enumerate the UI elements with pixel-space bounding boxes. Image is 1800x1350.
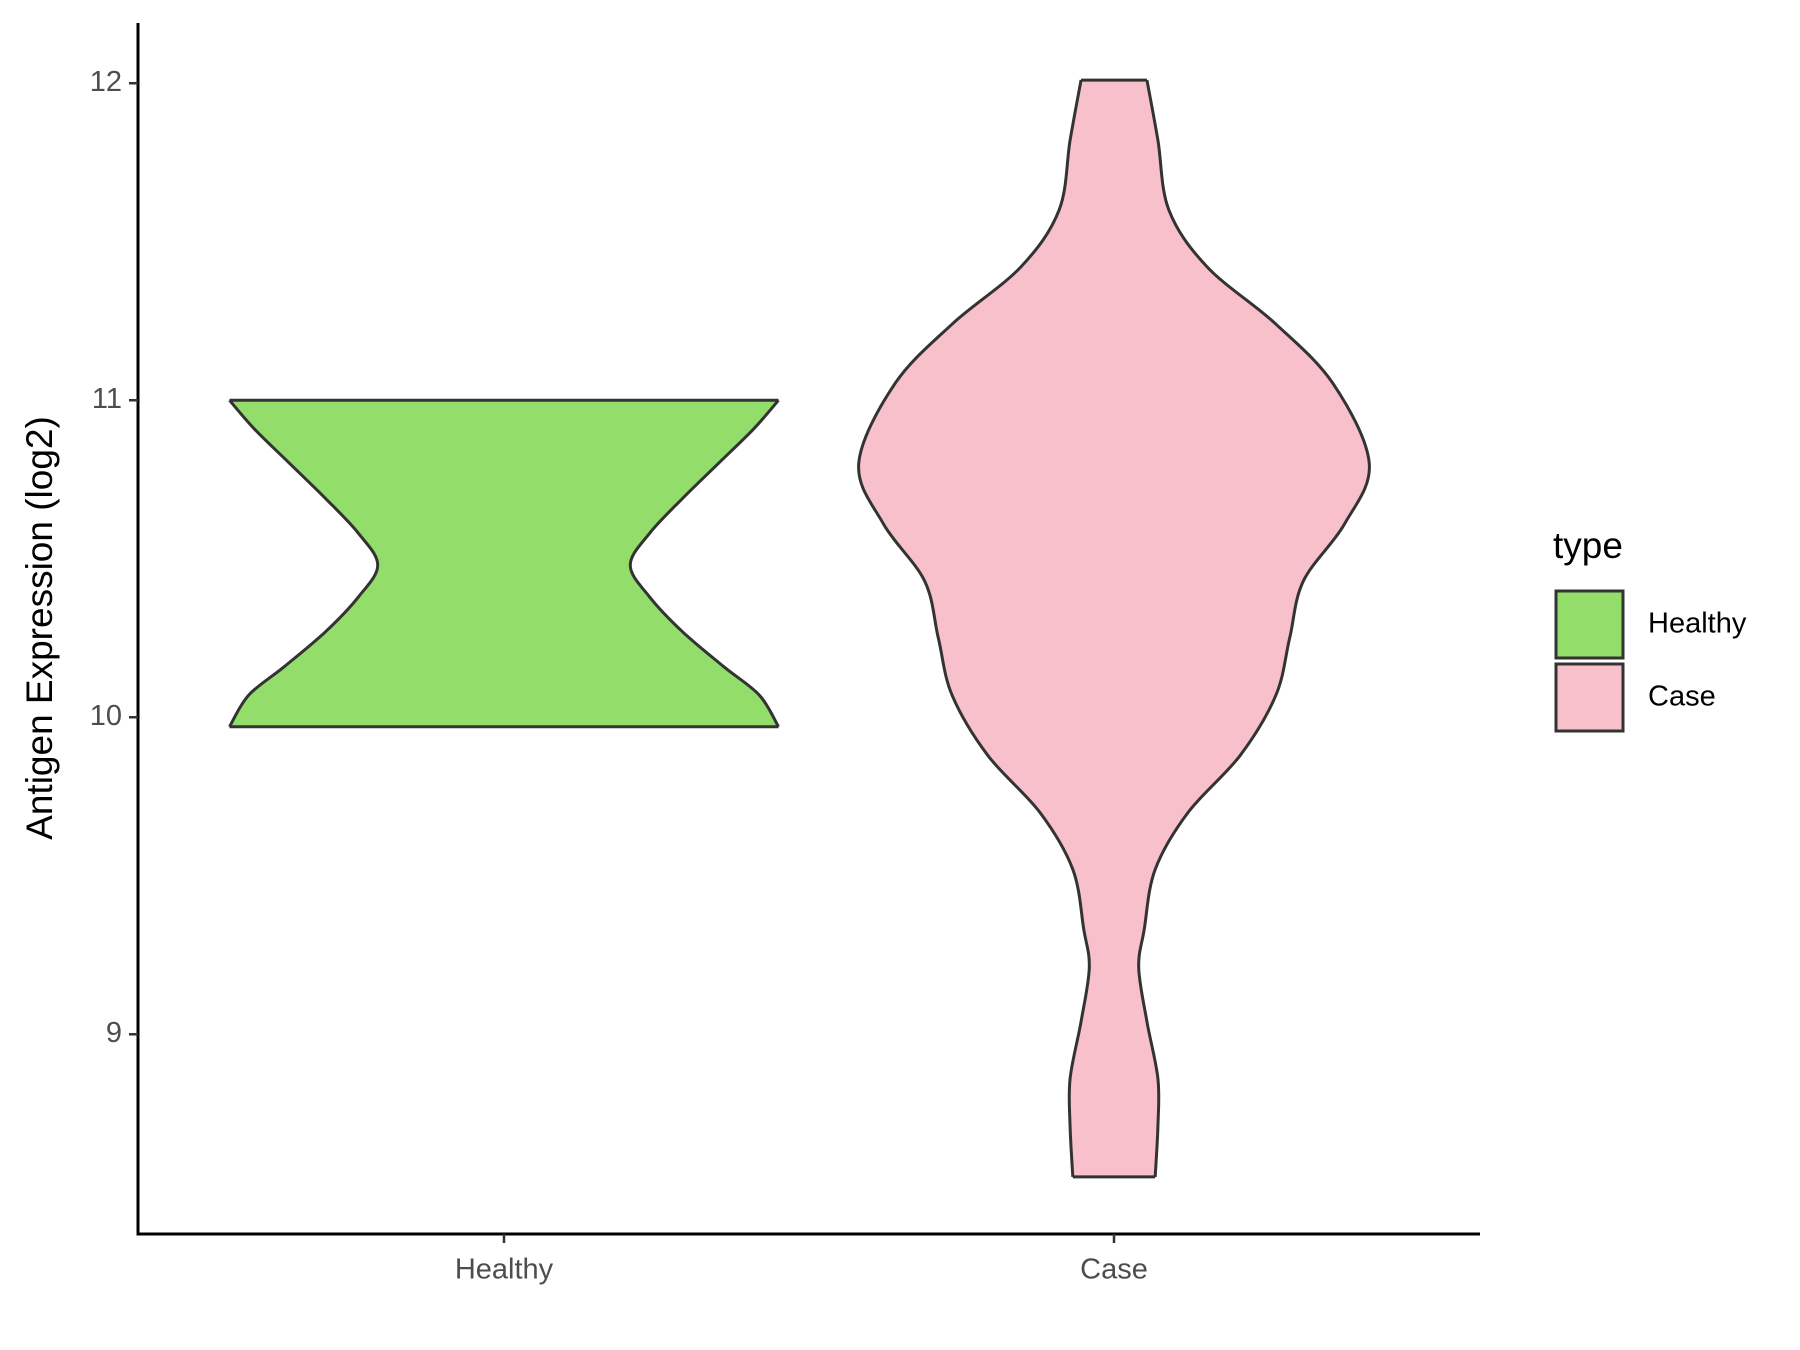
y-tick-label: 10: [90, 700, 122, 732]
violin-fill: [858, 80, 1370, 1177]
y-axis-title: Antigen Expression (log2): [19, 416, 60, 840]
legend-key: [1554, 589, 1625, 660]
violin-fill: [229, 400, 779, 727]
y-tick-label: 12: [90, 66, 122, 98]
x-tick-label: Case: [1080, 1254, 1148, 1286]
violin-outline-left: [857, 79, 1091, 1178]
violin-outline-right: [1137, 79, 1371, 1178]
violin-outline-left: [228, 399, 380, 728]
legend-key: [1554, 662, 1625, 733]
legend-title: type: [1553, 525, 1623, 566]
y-tick-label: 9: [106, 1017, 122, 1049]
x-tick-label: Healthy: [455, 1254, 554, 1286]
y-tick-label: 11: [92, 383, 122, 415]
violin-outline-right: [628, 399, 780, 728]
legend-label: Case: [1648, 681, 1716, 713]
legend-label: Healthy: [1648, 608, 1747, 640]
